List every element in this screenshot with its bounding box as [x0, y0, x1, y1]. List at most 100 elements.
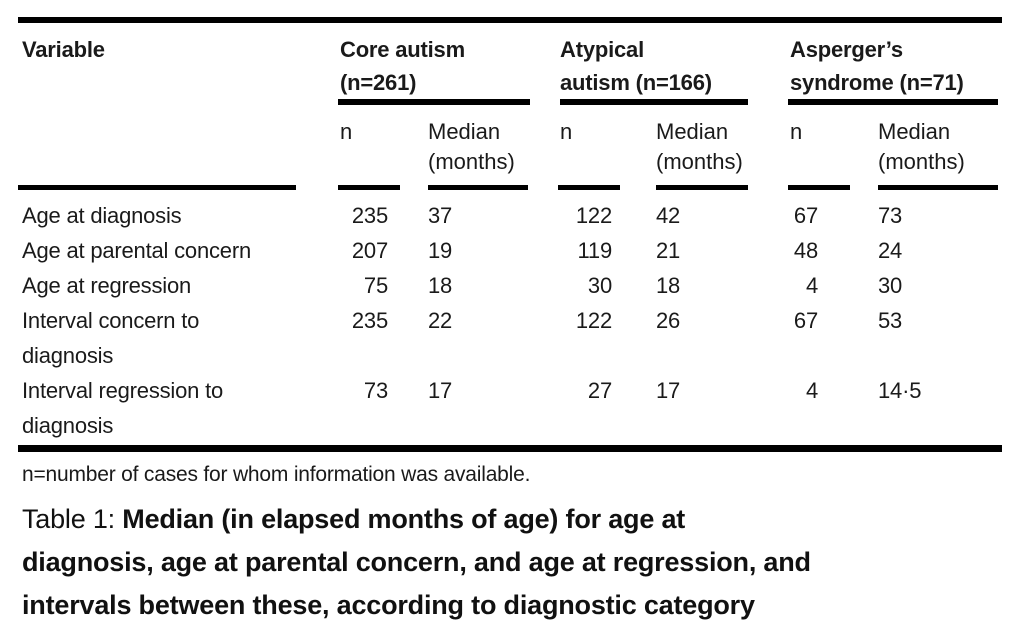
- core-n-value: 235: [351, 308, 388, 333]
- row-label-line: Age at diagnosis: [22, 203, 182, 228]
- spacer: [22, 117, 340, 177]
- aspergers-n-value: 67: [793, 203, 818, 228]
- row-label: Interval concern to diagnosis: [22, 303, 340, 373]
- aspergers-median-value: 24: [878, 238, 903, 263]
- bottom-rule: [18, 445, 1002, 452]
- subheader-median-core: Median (months): [428, 117, 560, 177]
- row-label-line: diagnosis: [22, 413, 114, 438]
- subheader-median-aspergers: Median (months): [878, 117, 999, 177]
- subheader-median-line: (months): [878, 149, 965, 174]
- subheader-rule: [558, 185, 620, 190]
- row-label: Age at regression: [22, 268, 340, 303]
- subheader-n-aspergers: n: [790, 119, 803, 144]
- aspergers-n-value: 48: [793, 238, 818, 263]
- aspergers-median-value: 14·5: [878, 378, 922, 403]
- atypical-median-value: 26: [656, 308, 681, 333]
- core-median-value: 17: [428, 378, 453, 403]
- subheader-rule: [656, 185, 748, 190]
- group-header-line: (n=261): [340, 70, 417, 95]
- group-header-core-autism: Core autism (n=261): [340, 33, 560, 99]
- core-median-value: 18: [428, 273, 453, 298]
- group-header-atypical-autism: Atypical autism (n=166): [560, 33, 790, 99]
- subheader-rule: [18, 185, 296, 190]
- table-row: Interval regression to diagnosis 73 17 2…: [22, 373, 1002, 443]
- atypical-median-value: 18: [656, 273, 681, 298]
- subheader-n-atypical: n: [560, 119, 573, 144]
- atypical-median-value: 17: [656, 378, 681, 403]
- group-header-line: Asperger’s: [790, 37, 903, 62]
- row-label: Interval regression to diagnosis: [22, 373, 340, 443]
- subheader-rule: [338, 185, 400, 190]
- group-header-rules: [22, 99, 1002, 105]
- row-label: Age at diagnosis: [22, 198, 340, 233]
- subheader-rule-cell: [338, 185, 428, 190]
- top-rule: [18, 17, 1002, 23]
- aspergers-median-value: 53: [878, 308, 903, 333]
- row-label: Age at parental concern: [22, 233, 340, 268]
- group-rule-cell: [788, 99, 999, 105]
- aspergers-n-value: 4: [805, 378, 818, 403]
- core-n-value: 73: [363, 378, 388, 403]
- aspergers-n-value: 4: [805, 273, 818, 298]
- aspergers-n-value: 67: [793, 308, 818, 333]
- subheader-median-line: Median: [428, 119, 501, 144]
- atypical-n-value: 30: [587, 273, 612, 298]
- subheader-rule-cell: [428, 185, 560, 190]
- atypical-n-value: 27: [587, 378, 612, 403]
- row-label-line: Age at regression: [22, 273, 192, 298]
- table-header-row: Variable Core autism (n=261) Atypical au…: [22, 23, 1002, 99]
- subheader-rules: [18, 185, 1002, 190]
- spacer: [22, 99, 340, 105]
- row-label-line: Interval concern to: [22, 308, 200, 333]
- subheader-rule: [428, 185, 528, 190]
- subheader-rule-cell: [788, 185, 878, 190]
- caption-title-line: Median (in elapsed months of age) for ag…: [122, 504, 686, 534]
- caption-title-line: intervals between these, according to di…: [22, 590, 755, 620]
- core-median-value: 37: [428, 203, 453, 228]
- core-n-value: 207: [351, 238, 388, 263]
- core-median-value: 19: [428, 238, 453, 263]
- subheader-median-line: (months): [428, 149, 515, 174]
- group-rule: [338, 99, 530, 105]
- table-body: Age at diagnosis 235 37 122 42 67 73 Age…: [22, 198, 1002, 443]
- column-header-variable: Variable: [22, 33, 340, 99]
- subheader-median-line: (months): [656, 149, 743, 174]
- table-row: Interval concern to diagnosis 235 22 122…: [22, 303, 1002, 373]
- subheader-rule-cell: [18, 185, 340, 190]
- group-rule: [788, 99, 998, 105]
- table-footnote: n=number of cases for whom information w…: [22, 463, 531, 486]
- atypical-median-value: 42: [656, 203, 681, 228]
- subheader-rule-cell: [656, 185, 790, 190]
- atypical-median-value: 21: [656, 238, 681, 263]
- core-n-value: 75: [363, 273, 388, 298]
- atypical-n-value: 119: [577, 238, 613, 263]
- group-header-line: Core autism: [340, 37, 465, 62]
- atypical-n-value: 122: [575, 308, 612, 333]
- row-label-line: Interval regression to: [22, 378, 224, 403]
- core-n-value: 235: [351, 203, 388, 228]
- group-rule-cell: [338, 99, 560, 105]
- subheader-rule-cell: [558, 185, 656, 190]
- table-row: Age at regression 75 18 30 18 4 30: [22, 268, 1002, 303]
- caption-title-line: diagnosis, age at parental concern, and …: [22, 547, 811, 577]
- aspergers-median-value: 73: [878, 203, 903, 228]
- aspergers-median-value: 30: [878, 273, 903, 298]
- subheader-rule-cell: [878, 185, 999, 190]
- group-header-line: syndrome (n=71): [790, 70, 964, 95]
- row-label-line: Age at parental concern: [22, 238, 251, 263]
- row-label-line: diagnosis: [22, 343, 114, 368]
- subheader-median-line: Median: [878, 119, 951, 144]
- subheader-median-atypical: Median (months): [656, 117, 790, 177]
- subheader-n-core: n: [340, 119, 353, 144]
- group-header-aspergers-syndrome: Asperger’s syndrome (n=71): [790, 33, 999, 99]
- subheader-rule: [878, 185, 998, 190]
- subheader-rule: [788, 185, 850, 190]
- table-row: Age at parental concern 207 19 119 21 48…: [22, 233, 1002, 268]
- subheader-median-line: Median: [656, 119, 729, 144]
- group-header-line: autism (n=166): [560, 70, 712, 95]
- group-rule: [560, 99, 748, 105]
- core-median-value: 22: [428, 308, 453, 333]
- table-caption: Table 1: Median (in elapsed months of ag…: [22, 498, 1002, 627]
- table-row: Age at diagnosis 235 37 122 42 67 73: [22, 198, 1002, 233]
